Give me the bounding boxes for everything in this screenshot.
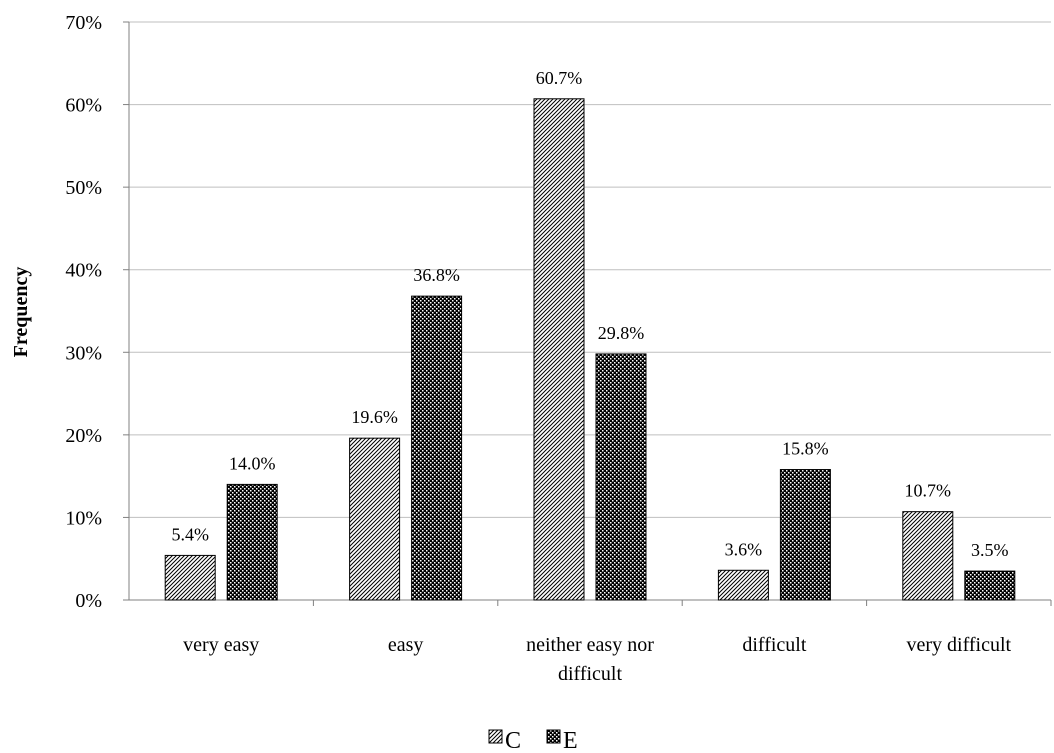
legend-label-e: E bbox=[563, 728, 578, 753]
data-label: 3.6% bbox=[725, 539, 763, 559]
y-tick-label: 50% bbox=[65, 177, 102, 199]
legend-key-c bbox=[488, 729, 503, 744]
y-tick-label: 20% bbox=[65, 425, 102, 447]
data-label: 60.7% bbox=[536, 68, 583, 88]
bar-c bbox=[533, 98, 585, 601]
x-category-label: very easy bbox=[183, 634, 259, 656]
data-labels: 5.4% 19.6% 60.7% 3.6% 10.7% 14.0% 36.8% 29.8% 15… bbox=[171, 68, 1008, 560]
bars bbox=[164, 98, 1016, 601]
y-tick-label: 0% bbox=[75, 590, 102, 612]
y-tick-label: 60% bbox=[65, 95, 102, 117]
bar-c bbox=[717, 569, 769, 601]
x-category-label: easy bbox=[388, 634, 424, 656]
data-label: 5.4% bbox=[171, 524, 209, 544]
legend-key-e bbox=[546, 729, 561, 744]
x-category-label: difficult bbox=[742, 634, 807, 656]
y-tick-label: 70% bbox=[65, 12, 102, 34]
y-tick-label: 40% bbox=[65, 260, 102, 282]
y-tick-label: 30% bbox=[65, 342, 102, 364]
bar-e bbox=[411, 295, 463, 601]
bar-c bbox=[902, 511, 954, 601]
bar-e bbox=[226, 483, 278, 601]
data-label: 15.8% bbox=[782, 439, 829, 459]
data-label: 10.7% bbox=[905, 481, 952, 501]
legend-label-c: C bbox=[505, 728, 521, 753]
category-labels: very easy easy neither easy nor difficult di… bbox=[183, 634, 1011, 685]
data-label: 36.8% bbox=[413, 265, 460, 285]
bar-e bbox=[779, 469, 831, 601]
bar-e bbox=[964, 570, 1016, 601]
bar-c bbox=[349, 437, 401, 601]
x-category-label: very difficult bbox=[906, 634, 1011, 656]
data-label: 19.6% bbox=[351, 407, 398, 427]
y-tick-label: 10% bbox=[65, 507, 102, 529]
bar-c bbox=[164, 554, 216, 601]
y-axis-title: Frequency bbox=[10, 267, 32, 358]
y-tick-labels: 0% 10% 20% 30% 40% 50% 60% 70% bbox=[65, 12, 102, 612]
x-category-label: neither easy nor bbox=[526, 634, 654, 656]
axes bbox=[123, 21, 1052, 606]
x-category-label: difficult bbox=[558, 663, 623, 685]
gridlines bbox=[129, 21, 1051, 518]
bar-e bbox=[595, 353, 647, 601]
data-label: 3.5% bbox=[971, 540, 1009, 560]
data-label: 14.0% bbox=[229, 453, 276, 473]
data-label: 29.8% bbox=[598, 323, 645, 343]
